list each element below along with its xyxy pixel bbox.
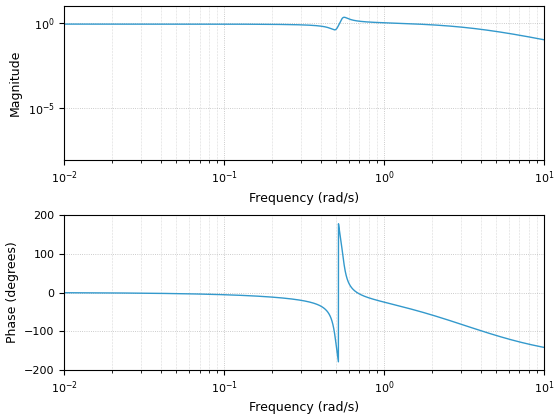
X-axis label: Frequency (rad/s): Frequency (rad/s) xyxy=(249,192,360,205)
X-axis label: Frequency (rad/s): Frequency (rad/s) xyxy=(249,402,360,415)
Y-axis label: Magnitude: Magnitude xyxy=(9,50,22,116)
Y-axis label: Phase (degrees): Phase (degrees) xyxy=(6,241,18,344)
